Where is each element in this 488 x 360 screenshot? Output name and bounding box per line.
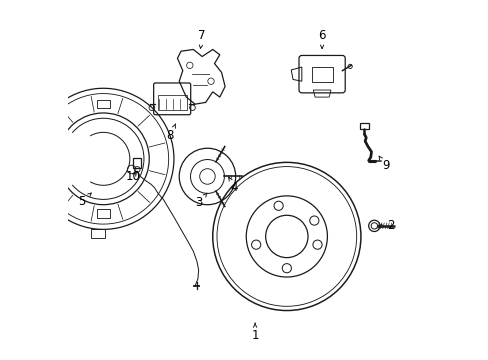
- Bar: [133, 158, 141, 168]
- Bar: [91, 229, 105, 238]
- Text: 4: 4: [228, 177, 237, 194]
- Text: 3: 3: [195, 193, 206, 210]
- Bar: [97, 209, 109, 218]
- Text: 5: 5: [79, 193, 91, 208]
- Text: 2: 2: [378, 219, 394, 232]
- Bar: [157, 95, 186, 110]
- Text: 9: 9: [378, 156, 388, 172]
- Text: 1: 1: [251, 323, 258, 342]
- Circle shape: [368, 220, 379, 231]
- Text: 6: 6: [318, 29, 325, 48]
- Text: 10: 10: [126, 170, 141, 183]
- Bar: [360, 123, 368, 129]
- Bar: [97, 100, 109, 108]
- Text: 8: 8: [166, 124, 175, 143]
- Text: 7: 7: [198, 29, 205, 48]
- Bar: [311, 67, 332, 82]
